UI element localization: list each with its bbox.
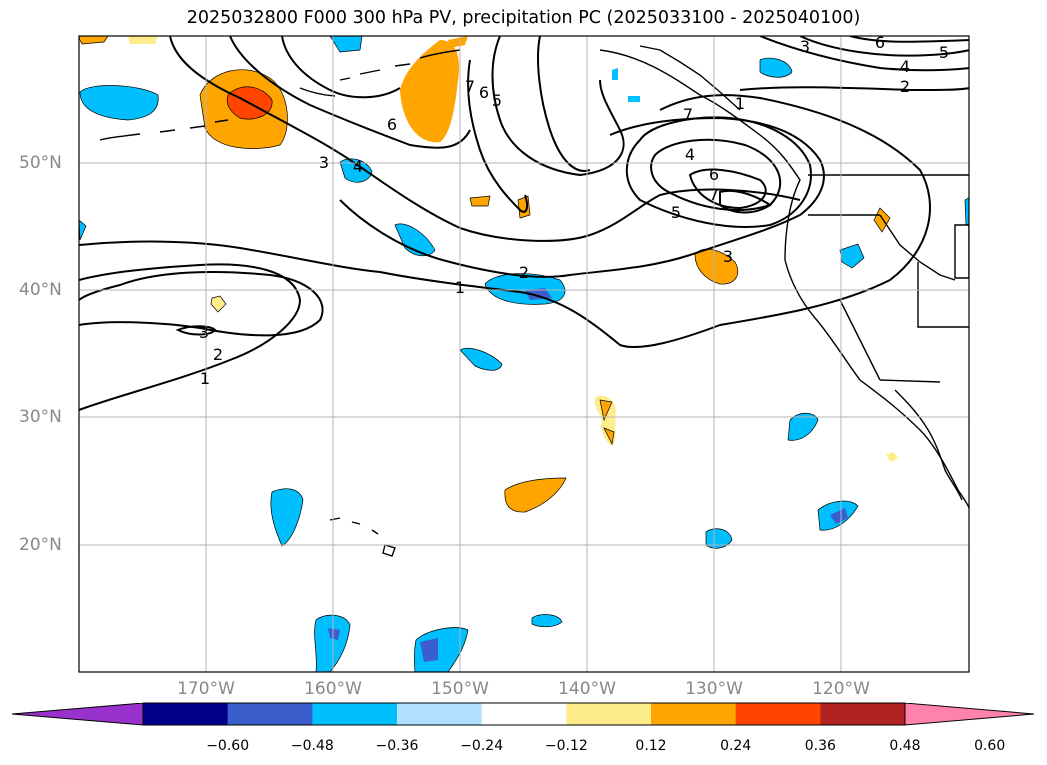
contour-label: 3 <box>199 323 209 342</box>
lon-label: 170°W <box>177 679 235 699</box>
lat-label: 20°N <box>19 535 62 555</box>
colorbar-tick-label: −0.24 <box>460 738 504 754</box>
contour-label: 7 <box>683 105 693 124</box>
contour-label: 3 <box>319 153 329 172</box>
contour-label: 6 <box>875 33 885 52</box>
lon-label: 130°W <box>685 679 743 699</box>
contour-label: 7 <box>465 77 475 96</box>
colorbar-tick-label: −0.12 <box>544 738 588 754</box>
graticule <box>79 36 969 672</box>
contour-label: 5 <box>492 91 502 110</box>
lon-label: 160°W <box>304 679 362 699</box>
lat-label: 50°N <box>19 153 62 173</box>
contour-label: 5 <box>671 203 681 222</box>
coastlines <box>99 45 969 557</box>
contour-label: 2 <box>900 77 910 96</box>
colorbar-tick-label: 0.36 <box>804 738 836 754</box>
contour-label: 6 <box>479 83 489 102</box>
colorbar-tick-label: 0.12 <box>635 738 667 754</box>
contour-label: 2 <box>213 345 223 364</box>
contour-label: 5 <box>939 43 949 62</box>
colorbar-tick-label: −0.48 <box>290 738 334 754</box>
contour-label: 6 <box>387 115 397 134</box>
map-title: 2025032800 F000 300 hPa PV, precipitatio… <box>186 8 861 28</box>
colorbar-tick-label: −0.60 <box>206 738 250 754</box>
colorbar-tick-label: 0.48 <box>889 738 921 754</box>
colorbar-tick-label: −0.36 <box>375 738 419 754</box>
contour-label: 4 <box>685 145 695 164</box>
lon-label: 150°W <box>431 679 489 699</box>
lon-label: 140°W <box>558 679 616 699</box>
contour-label: 1 <box>455 278 465 297</box>
lon-label: 120°W <box>812 679 870 699</box>
contour-label: 3 <box>800 37 810 56</box>
contour-label: 4 <box>900 57 910 76</box>
contour-label: 2 <box>519 263 529 282</box>
colorbar-tick-label: 0.60 <box>974 738 1006 754</box>
contour-label: 1 <box>735 94 745 113</box>
contour-label: 1 <box>200 369 210 388</box>
lat-label: 40°N <box>19 280 62 300</box>
contour-label: 3 <box>723 247 733 266</box>
lat-label: 30°N <box>19 407 62 427</box>
contour-labels: 1 1 1 2 2 2 3 3 3 3 4 4 4 5 5 5 6 6 6 6 … <box>199 33 949 388</box>
contour-label: 6 <box>709 165 719 184</box>
map-frame <box>78 35 970 673</box>
colorbar-tick-label: 0.24 <box>720 738 752 754</box>
contour-label: 4 <box>353 157 363 176</box>
contour-label: 7 <box>709 185 719 204</box>
